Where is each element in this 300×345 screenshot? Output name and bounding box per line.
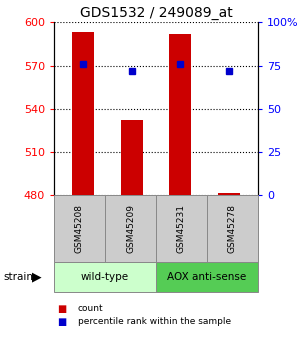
Text: GSM45278: GSM45278 xyxy=(228,204,237,253)
Text: ▶: ▶ xyxy=(32,270,41,283)
Bar xyxy=(121,120,142,195)
Bar xyxy=(218,194,240,195)
Text: count: count xyxy=(78,304,103,313)
Text: strain: strain xyxy=(3,272,33,282)
Bar xyxy=(169,34,191,195)
Title: GDS1532 / 249089_at: GDS1532 / 249089_at xyxy=(80,6,232,20)
Text: AOX anti-sense: AOX anti-sense xyxy=(167,272,247,282)
Text: ■: ■ xyxy=(57,304,66,314)
Text: GSM45209: GSM45209 xyxy=(126,204,135,253)
Text: percentile rank within the sample: percentile rank within the sample xyxy=(78,317,231,326)
Text: GSM45208: GSM45208 xyxy=(75,204,84,253)
Bar xyxy=(72,32,94,195)
Text: GSM45231: GSM45231 xyxy=(177,204,186,253)
Text: wild-type: wild-type xyxy=(81,272,129,282)
Text: ■: ■ xyxy=(57,317,66,326)
